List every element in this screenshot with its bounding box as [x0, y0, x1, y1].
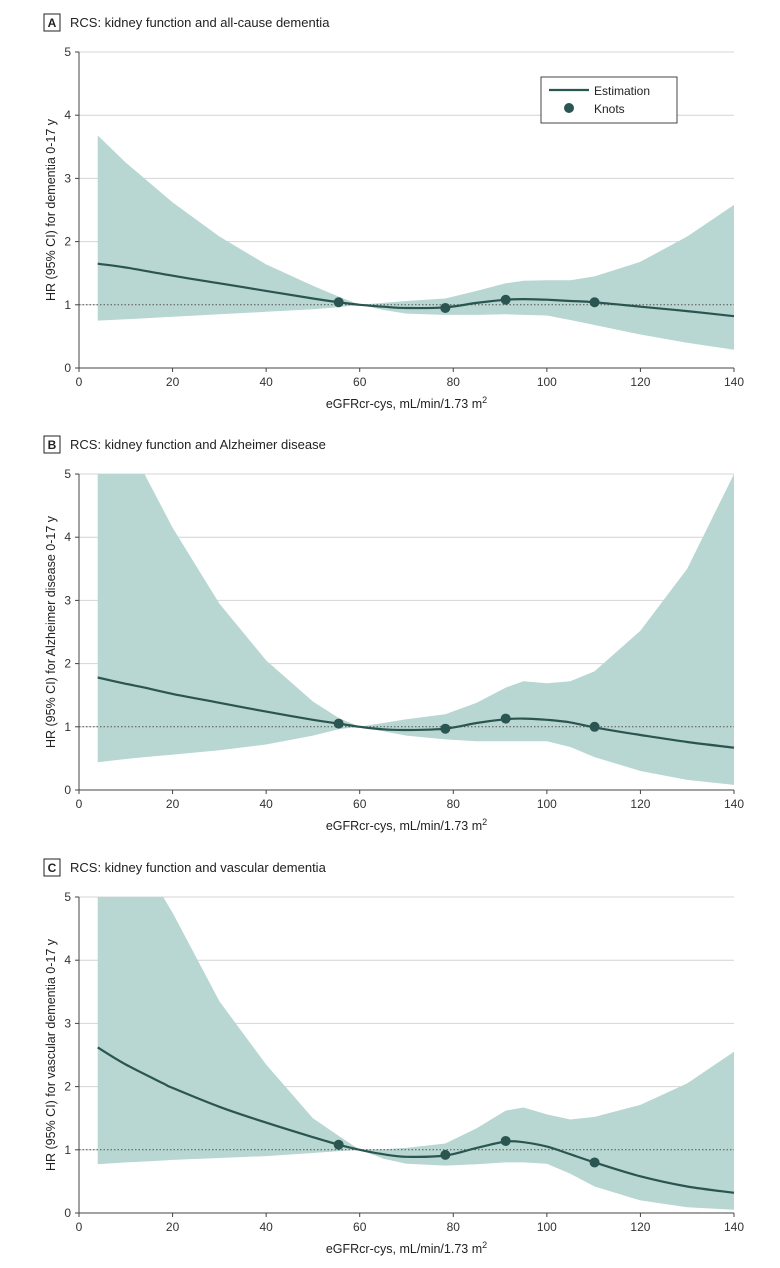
x-tick-label: 80	[447, 1220, 461, 1234]
x-axis-label-superscript: 2	[482, 817, 487, 827]
y-tick-label: 4	[64, 530, 71, 544]
confidence-band	[97, 474, 734, 785]
panel-title: RCS: kidney function and Alzheimer disea…	[70, 437, 326, 452]
x-tick-label: 80	[447, 797, 461, 811]
x-tick-label: 0	[76, 1220, 83, 1234]
y-tick-label: 0	[64, 361, 71, 375]
y-tick-label: 2	[64, 657, 71, 671]
x-tick-label: 100	[537, 1220, 557, 1234]
legend: Estimation Knots	[540, 76, 678, 124]
y-tick-label: 3	[64, 171, 71, 185]
confidence-band	[97, 135, 734, 350]
panel-letter-box	[43, 13, 61, 32]
estimation-line	[97, 1046, 735, 1194]
knot-point	[500, 1135, 511, 1146]
x-tick-label: 40	[259, 797, 273, 811]
y-tick-label: 5	[64, 890, 71, 904]
estimation-line	[97, 676, 735, 749]
x-axis-label: eGFRcr-cys, mL/min/1.73 m2	[326, 817, 487, 833]
y-tick-label: 0	[64, 1206, 71, 1220]
panel-title: RCS: kidney function and all-cause demen…	[70, 15, 330, 30]
legend-estimation-label: Estimation	[594, 84, 650, 98]
x-tick-label: 120	[630, 797, 650, 811]
panel-letter: C	[48, 861, 57, 875]
chart-panel-a: A RCS: kidney function and all-cause deme…	[43, 13, 744, 411]
x-axis-label: eGFRcr-cys, mL/min/1.73 m2	[326, 1240, 487, 1256]
y-tick-label: 5	[64, 467, 71, 481]
legend-knots-label: Knots	[594, 102, 625, 116]
x-tick-label: 0	[76, 375, 83, 389]
x-tick-label: 20	[166, 375, 180, 389]
x-tick-label: 40	[259, 375, 273, 389]
panel-letter-box	[43, 435, 61, 454]
x-axis-label-superscript: 2	[482, 395, 487, 405]
knot-point	[333, 718, 344, 729]
knot-point	[500, 294, 511, 305]
knot-point	[589, 721, 600, 732]
y-axis-label: HR (95% CI) for vascular dementia 0-17 y	[44, 938, 58, 1171]
y-tick-label: 0	[64, 783, 71, 797]
legend-knot-swatch	[564, 103, 574, 113]
x-tick-label: 140	[724, 375, 744, 389]
chart-panel-b: B RCS: kidney function and Alzheimer dise…	[43, 435, 744, 833]
x-axis-label-superscript: 2	[482, 1240, 487, 1250]
y-tick-label: 2	[64, 1080, 71, 1094]
y-tick-label: 3	[64, 1016, 71, 1030]
chart-panel-c: C RCS: kidney function and vascular demen…	[43, 858, 744, 1256]
x-axis-label-text: eGFRcr-cys, mL/min/1.73 m	[326, 819, 482, 833]
x-axis-label: eGFRcr-cys, mL/min/1.73 m2	[326, 395, 487, 411]
x-tick-label: 140	[724, 797, 744, 811]
y-axis-label: HR (95% CI) for dementia 0-17 y	[44, 118, 58, 301]
panel-title: RCS: kidney function and vascular dement…	[70, 860, 327, 875]
knot-point	[440, 1149, 451, 1160]
x-tick-label: 20	[166, 797, 180, 811]
knot-point	[333, 297, 344, 308]
knot-point	[589, 297, 600, 308]
x-tick-label: 140	[724, 1220, 744, 1234]
panel-letter-box	[43, 858, 61, 877]
y-tick-label: 4	[64, 108, 71, 122]
knot-point	[333, 1139, 344, 1150]
x-tick-label: 0	[76, 797, 83, 811]
y-tick-label: 1	[64, 298, 71, 312]
confidence-band	[97, 897, 734, 1210]
x-axis-label-text: eGFRcr-cys, mL/min/1.73 m	[326, 397, 482, 411]
panel-letter: B	[48, 438, 57, 452]
y-axis-label: HR (95% CI) for Alzheimer disease 0-17 y	[44, 515, 58, 748]
x-tick-label: 100	[537, 375, 557, 389]
legend-box	[540, 76, 678, 124]
y-tick-label: 2	[64, 235, 71, 249]
y-tick-label: 5	[64, 45, 71, 59]
knot-point	[440, 302, 451, 313]
y-tick-label: 1	[64, 1143, 71, 1157]
x-tick-label: 120	[630, 375, 650, 389]
y-tick-label: 1	[64, 720, 71, 734]
x-tick-label: 20	[166, 1220, 180, 1234]
x-tick-label: 60	[353, 797, 367, 811]
x-axis-label-text: eGFRcr-cys, mL/min/1.73 m	[326, 1242, 482, 1256]
knot-point	[440, 723, 451, 734]
panel-letter: A	[48, 16, 57, 30]
x-tick-label: 60	[353, 1220, 367, 1234]
x-tick-label: 40	[259, 1220, 273, 1234]
x-tick-label: 60	[353, 375, 367, 389]
x-tick-label: 120	[630, 1220, 650, 1234]
x-tick-label: 100	[537, 797, 557, 811]
knot-point	[500, 713, 511, 724]
knot-point	[589, 1157, 600, 1168]
x-tick-label: 80	[447, 375, 461, 389]
y-tick-label: 3	[64, 593, 71, 607]
y-tick-label: 4	[64, 953, 71, 967]
